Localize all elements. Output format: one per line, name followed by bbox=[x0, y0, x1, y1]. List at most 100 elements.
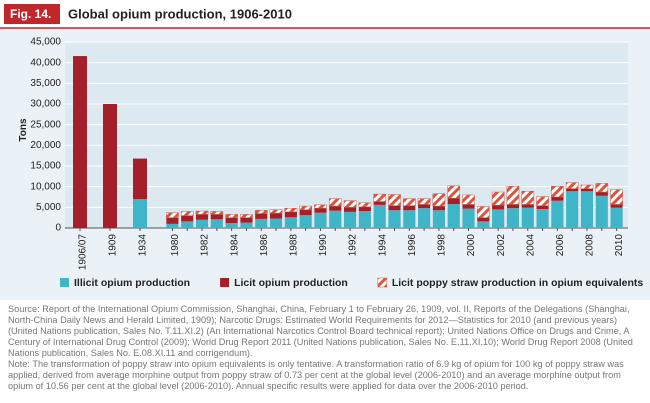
bar-segment bbox=[166, 223, 179, 228]
bar-segment bbox=[610, 207, 623, 228]
bar-segment bbox=[373, 204, 386, 228]
bar-segment bbox=[536, 205, 549, 209]
x-tick-label: 1986 bbox=[259, 234, 270, 257]
bar-segment bbox=[432, 193, 446, 207]
note: Note: The transformation of poppy straw … bbox=[8, 359, 624, 391]
bar-segment bbox=[506, 204, 520, 209]
figure-label: Fig. 14. bbox=[10, 7, 51, 21]
bar-segment bbox=[240, 217, 253, 223]
x-tick-label: 2008 bbox=[585, 234, 596, 257]
bar-segment bbox=[477, 221, 490, 228]
bar-segment bbox=[373, 193, 387, 202]
bar-segment bbox=[255, 218, 268, 228]
bar-segment bbox=[255, 213, 268, 219]
bar-segment bbox=[314, 208, 327, 213]
bar-segment bbox=[521, 204, 534, 208]
x-tick-label: 1990 bbox=[318, 234, 329, 257]
bar-segment bbox=[492, 205, 505, 210]
bar-segment bbox=[284, 211, 297, 218]
bar-segment bbox=[521, 207, 534, 228]
bar-segment bbox=[210, 211, 224, 215]
y-tick-label: 25,000 bbox=[30, 119, 61, 130]
bar-segment bbox=[240, 214, 253, 218]
bar-segment bbox=[432, 206, 445, 211]
bar-segment bbox=[195, 210, 209, 215]
bar-segment bbox=[269, 218, 283, 228]
y-tick-label: 40,000 bbox=[30, 57, 61, 68]
bar-segment bbox=[388, 205, 401, 211]
bar-segment bbox=[343, 200, 357, 208]
x-tick-label: 1992 bbox=[348, 234, 359, 257]
bar-segment bbox=[580, 191, 594, 228]
y-tick-label: 10,000 bbox=[30, 181, 61, 192]
bar-segment bbox=[580, 188, 594, 192]
bar-segment bbox=[225, 214, 238, 218]
bar-segment bbox=[580, 184, 594, 189]
bar-segment bbox=[166, 212, 179, 218]
bar-segment bbox=[432, 210, 445, 228]
bar-segment bbox=[595, 183, 609, 193]
bar-segment bbox=[565, 182, 579, 189]
figure-label-box bbox=[4, 4, 60, 24]
x-tick-label: 1980 bbox=[170, 234, 181, 257]
chart-title: Global opium production, 1906-2010 bbox=[68, 6, 292, 21]
x-tick-label: 1906/07 bbox=[78, 234, 89, 271]
bar-segment bbox=[477, 206, 490, 218]
bar-segment bbox=[210, 219, 223, 228]
bar-segment bbox=[344, 207, 357, 212]
bar-segment bbox=[418, 208, 431, 228]
bar-segment bbox=[103, 104, 117, 228]
bar-segment bbox=[240, 222, 253, 228]
bar-segment bbox=[491, 191, 505, 206]
bar-segment bbox=[195, 219, 209, 228]
y-tick-label: 35,000 bbox=[30, 78, 61, 89]
bar-segment bbox=[536, 208, 549, 228]
bar-segment bbox=[254, 209, 268, 214]
plot-background bbox=[65, 42, 628, 228]
bar-segment bbox=[462, 194, 475, 205]
x-tick-label: 1982 bbox=[200, 234, 211, 257]
bar-segment bbox=[358, 211, 371, 228]
bar-segment bbox=[180, 211, 194, 216]
bar-segment bbox=[195, 214, 209, 220]
bar-segment bbox=[373, 201, 386, 205]
bar-segment bbox=[225, 223, 238, 228]
y-tick-label: 30,000 bbox=[30, 99, 61, 110]
bar-segment bbox=[477, 217, 490, 222]
bar-segment bbox=[166, 217, 179, 224]
bar-segment bbox=[133, 158, 147, 200]
x-tick-label: 2010 bbox=[614, 234, 625, 257]
bar-segment bbox=[358, 206, 371, 212]
legend-swatch bbox=[377, 277, 388, 288]
bar-segment bbox=[133, 199, 147, 228]
legend-label: Illicit opium production bbox=[74, 277, 190, 289]
bar-segment bbox=[358, 202, 372, 208]
bar-segment bbox=[388, 194, 401, 206]
bar-segment bbox=[447, 185, 461, 199]
bar-segment bbox=[299, 205, 312, 211]
bar-segment bbox=[269, 213, 283, 219]
chart: Fig. 14. Global opium production, 1906-2… bbox=[0, 0, 650, 300]
bar-segment bbox=[566, 191, 579, 228]
bar-segment bbox=[328, 198, 342, 207]
bar-segment bbox=[181, 215, 194, 222]
bar-segment bbox=[210, 214, 223, 220]
bar-segment bbox=[344, 211, 357, 228]
bar-segment bbox=[551, 186, 564, 198]
bar-segment bbox=[403, 210, 416, 228]
bar-segment bbox=[329, 206, 342, 211]
bar-segment bbox=[299, 209, 312, 216]
y-tick-label: 0 bbox=[55, 223, 61, 234]
bar-segment bbox=[610, 204, 623, 208]
bar-segment bbox=[225, 217, 238, 224]
bar-segment bbox=[462, 204, 475, 209]
x-tick-label: 1994 bbox=[377, 234, 388, 257]
bar-segment bbox=[284, 217, 297, 228]
bar-segment bbox=[181, 221, 194, 228]
source-note: Source: Report of the International Opiu… bbox=[8, 304, 642, 392]
bar-segment bbox=[447, 204, 460, 228]
x-tick-label: 1934 bbox=[138, 234, 149, 257]
bar-segment bbox=[595, 195, 608, 228]
header-background bbox=[0, 0, 650, 28]
y-tick-label: 20,000 bbox=[30, 140, 61, 151]
